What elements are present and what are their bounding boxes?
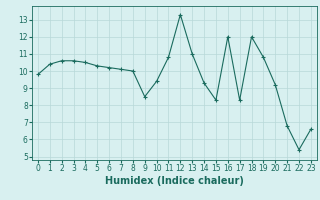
X-axis label: Humidex (Indice chaleur): Humidex (Indice chaleur) <box>105 176 244 186</box>
